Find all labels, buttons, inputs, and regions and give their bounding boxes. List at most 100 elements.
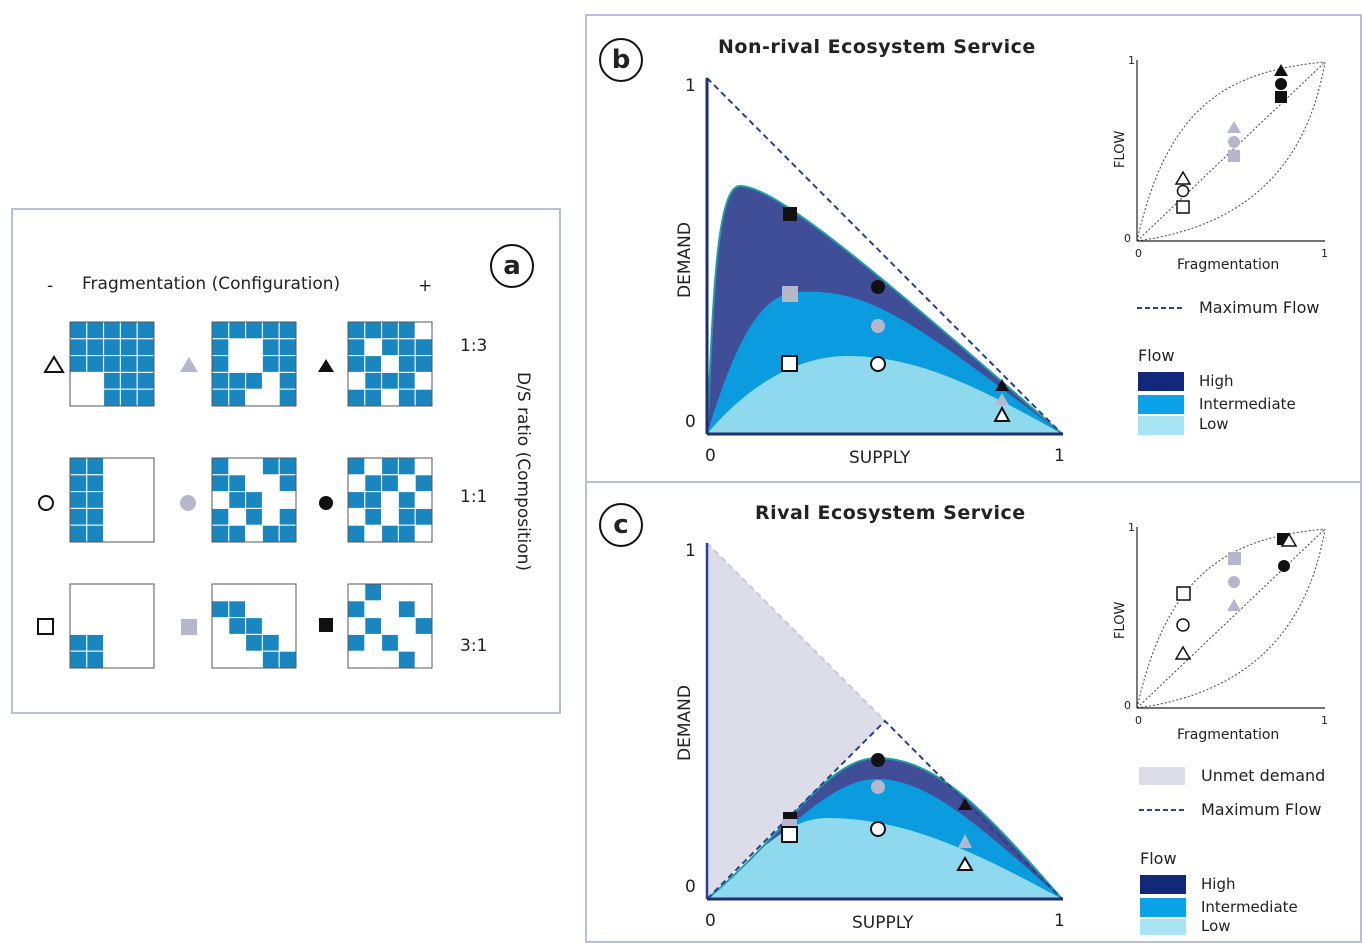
habitat-cell [211, 474, 230, 493]
panel-b-x0: 0 [705, 446, 716, 466]
legend-low-swatch [1140, 919, 1186, 935]
panel-c-inset-xlabel: Fragmentation [1177, 727, 1280, 743]
habitat-cell [69, 338, 88, 357]
habitat-cell [261, 524, 280, 543]
habitat-cell [86, 321, 105, 340]
marker-gray-triangle [995, 393, 1009, 405]
landscape-grid [211, 583, 297, 669]
panel-c-inset-ylabel: FLOW [1113, 601, 1128, 639]
panel-c-xlabel: SUPPLY [852, 913, 914, 933]
legend-max-flow: Maximum Flow [1201, 800, 1322, 819]
panel-c-inset-x0: 0 [1135, 714, 1142, 727]
habitat-cell [211, 355, 230, 373]
landscape-grid [69, 457, 155, 543]
habitat-cell [414, 388, 433, 407]
grid-border [69, 457, 155, 543]
legend-max-flow: Maximum Flow [1199, 298, 1320, 317]
legend-intermediate: Intermediate [1199, 395, 1296, 413]
habitat-cell [136, 355, 155, 373]
grid-border [347, 321, 433, 407]
legend-max-flow-line [1139, 809, 1187, 811]
habitat-cell [211, 600, 230, 619]
habitat-cell [278, 388, 297, 407]
habitat-cell [211, 457, 230, 476]
habitat-cell [414, 338, 433, 357]
legend-intermediate: Intermediate [1201, 898, 1298, 916]
legend-low: Low [1199, 415, 1229, 433]
habitat-cell [278, 371, 297, 390]
habitat-cell [261, 321, 280, 340]
habitat-cell [69, 524, 88, 543]
habitat-cell [278, 650, 297, 669]
habitat-cell [364, 321, 383, 340]
habitat-cell [381, 321, 399, 340]
habitat-cell [278, 474, 297, 493]
fragmentation-plus: + [418, 276, 433, 296]
grid-border [347, 457, 433, 543]
habitat-cell [119, 321, 138, 340]
habitat-cell [347, 388, 366, 407]
habitat-cell [211, 524, 230, 543]
panel-b-chart [705, 77, 1063, 436]
marker-black-circle [871, 753, 885, 767]
habitat-cell [414, 474, 433, 493]
habitat-cell [69, 507, 88, 526]
panel-b-inset-y1: 1 [1128, 54, 1135, 67]
grid-border [69, 321, 155, 407]
panel-c-inset-x1: 1 [1321, 714, 1328, 727]
panel-c-inset-y1: 1 [1128, 521, 1135, 534]
habitat-cell [381, 633, 399, 652]
habitat-cell [347, 491, 366, 509]
habitat-cell [364, 617, 383, 635]
panel-c-label: c [599, 503, 643, 547]
habitat-cell [381, 474, 399, 493]
habitat-cell [397, 650, 416, 669]
legend-low: Low [1201, 917, 1231, 935]
habitat-cell [397, 371, 416, 390]
panel-b-x1: 1 [1054, 446, 1065, 466]
ratio-1-3: 1:3 [460, 336, 488, 356]
habitat-cell [414, 617, 433, 635]
habitat-cell [364, 355, 383, 373]
grid-border [69, 583, 155, 669]
unmet-demand-area [707, 543, 885, 899]
habitat-cell [69, 650, 88, 669]
habitat-cell [228, 474, 247, 493]
habitat-cell [228, 524, 247, 543]
habitat-cell [397, 355, 416, 373]
marker-open-square [781, 826, 798, 843]
marker-black-triangle [995, 379, 1009, 391]
habitat-cell [86, 633, 105, 652]
marker-open-triangle [956, 856, 974, 871]
black-triangle-marker [318, 359, 334, 372]
habitat-cell [397, 491, 416, 509]
landscape-grid [69, 583, 155, 669]
habitat-cell [397, 457, 416, 476]
panel-c-inset [1136, 527, 1326, 709]
habitat-cell [381, 457, 399, 476]
habitat-cell [397, 388, 416, 407]
panel-a: a - Fragmentation (Configuration) + 1:3 … [11, 208, 561, 714]
landscape-grid [211, 457, 297, 543]
marker-gray-square [782, 286, 798, 302]
habitat-cell [381, 524, 399, 543]
panel-b-title: Non-rival Ecosystem Service [718, 36, 1036, 58]
ratio-1-1: 1:1 [460, 487, 488, 507]
habitat-cell [278, 524, 297, 543]
habitat-cell [86, 524, 105, 543]
habitat-cell [364, 371, 383, 390]
habitat-cell [86, 507, 105, 526]
landscape-grid [347, 321, 433, 407]
habitat-cell [69, 491, 88, 509]
habitat-cell [278, 338, 297, 357]
habitat-cell [278, 355, 297, 373]
habitat-cell [381, 371, 399, 390]
panel-b-inset-x1: 1 [1321, 247, 1328, 260]
legend-intermediate-swatch [1140, 898, 1186, 917]
marker-open-circle [870, 821, 886, 837]
habitat-cell [397, 600, 416, 619]
habitat-cell [347, 633, 366, 652]
habitat-cell [245, 633, 263, 652]
habitat-cell [278, 457, 297, 476]
habitat-cell [228, 491, 247, 509]
